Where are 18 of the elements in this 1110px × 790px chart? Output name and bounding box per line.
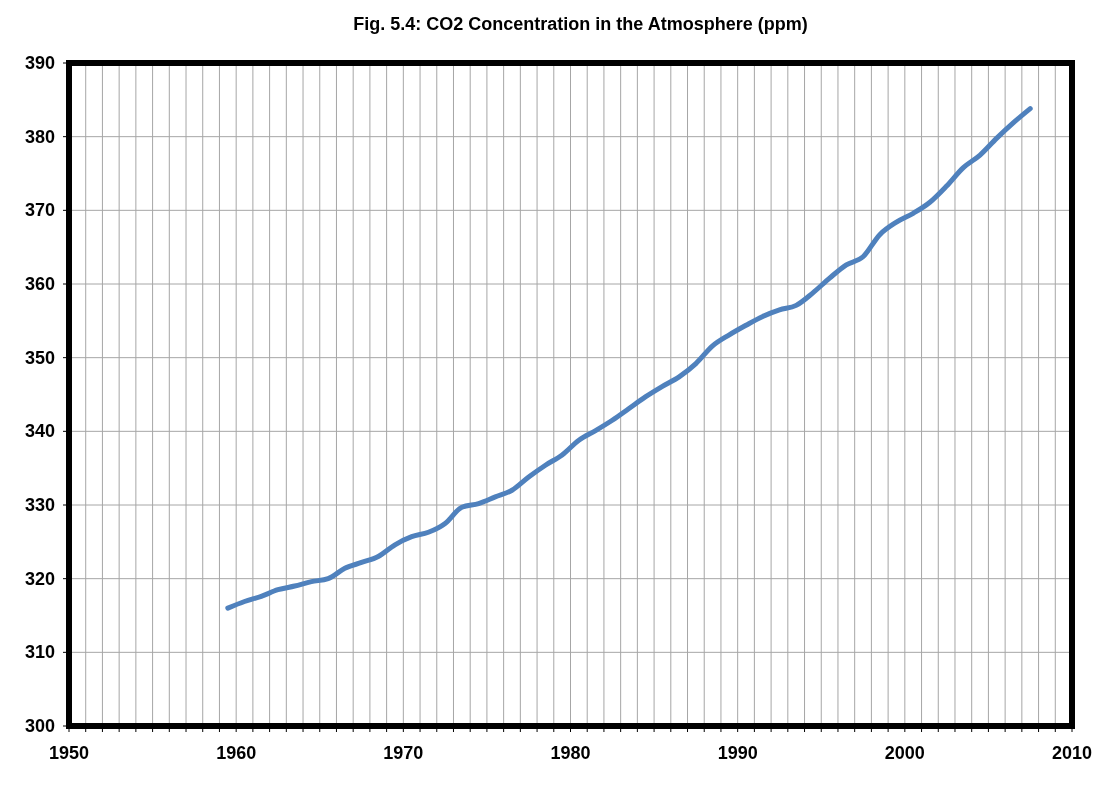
x-tick-label: 2000 xyxy=(884,743,925,763)
y-tick-label: 340 xyxy=(24,421,55,442)
x-tick-label: 2010 xyxy=(1051,743,1093,763)
x-tick-label: 1960 xyxy=(216,743,257,763)
y-tick-label: 390 xyxy=(24,53,55,73)
x-tick-label: 1950 xyxy=(48,743,90,763)
y-tick-label: 310 xyxy=(24,642,55,663)
y-tick-label: 350 xyxy=(24,347,55,368)
x-tick-label: 1970 xyxy=(383,743,424,763)
chart-title: Fig. 5.4: CO2 Concentration in the Atmosphere (ppm) xyxy=(353,14,808,34)
x-tick-label: 1980 xyxy=(550,743,591,763)
y-tick-label: 320 xyxy=(24,568,55,589)
x-tick-label: 1990 xyxy=(717,743,758,763)
y-tick-label: 370 xyxy=(24,200,55,221)
y-tick-label: 360 xyxy=(24,274,55,294)
y-tick-label: 330 xyxy=(24,495,55,515)
y-tick-label: 300 xyxy=(24,716,55,736)
y-tick-label: 380 xyxy=(24,126,55,147)
